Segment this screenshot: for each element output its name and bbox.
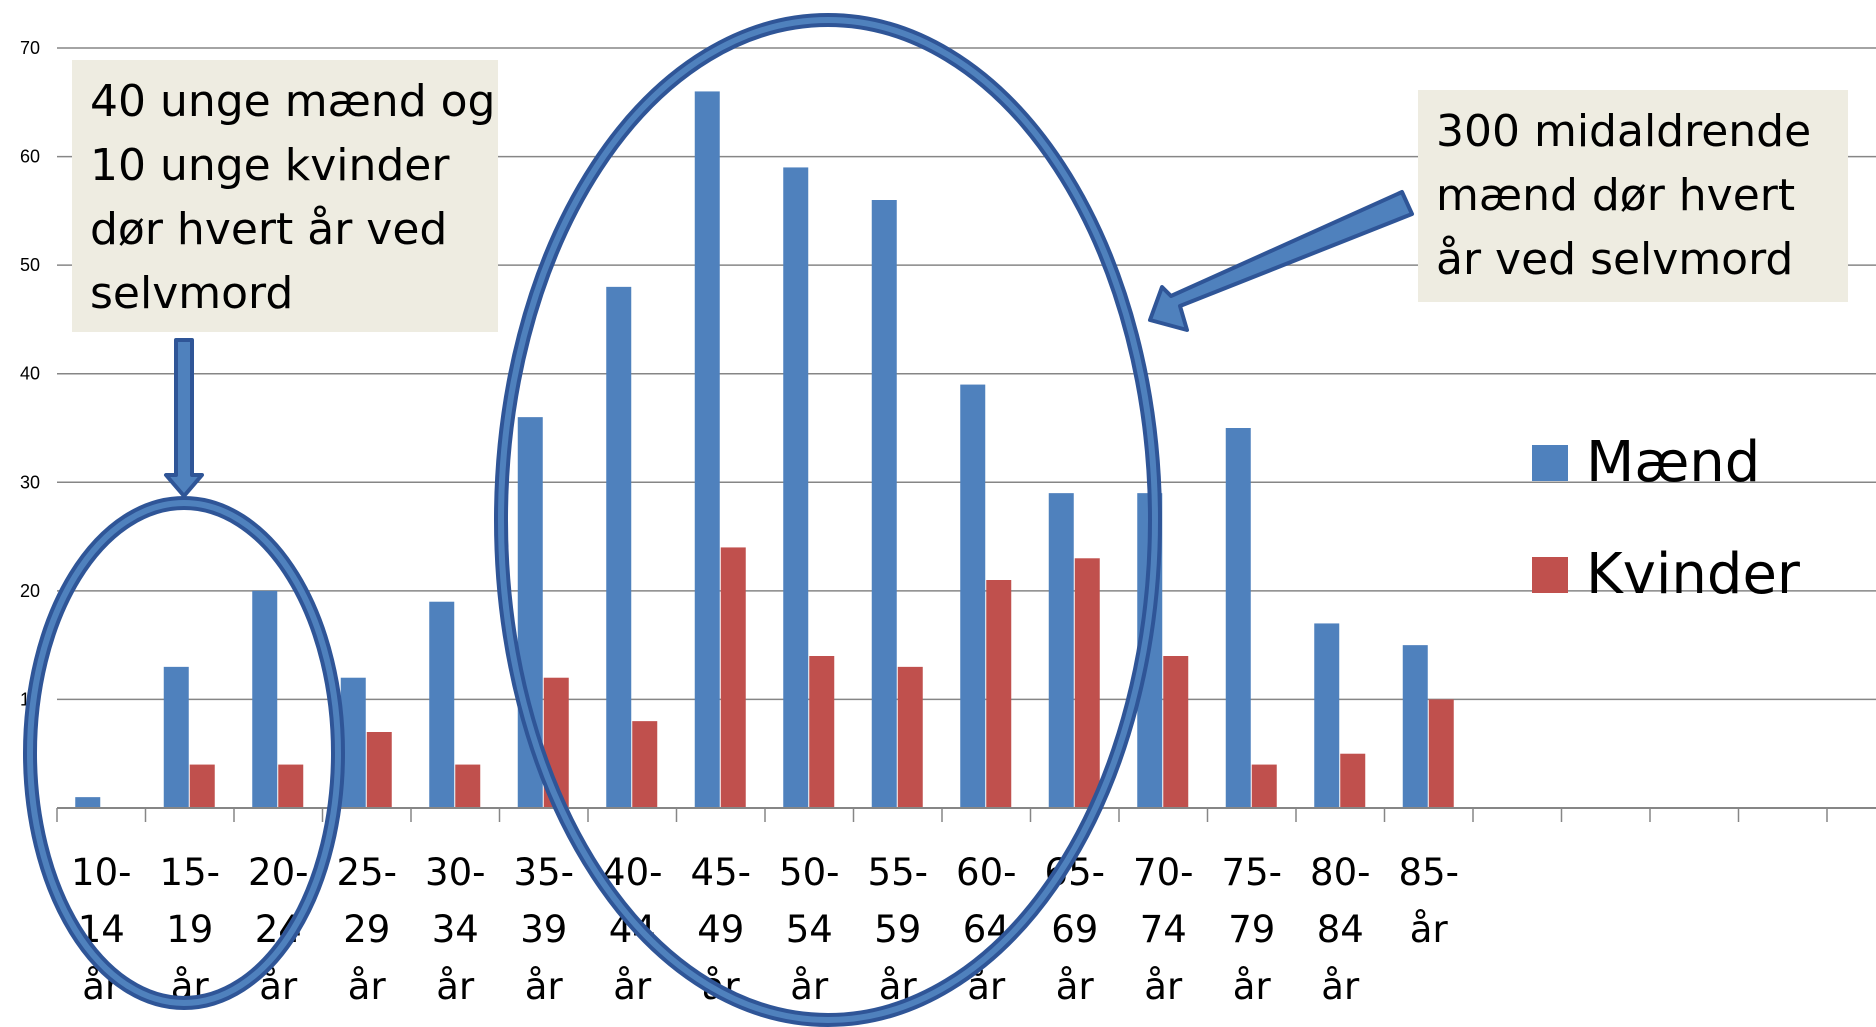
y-tick-label: 20 <box>20 581 40 601</box>
x-category-label: 25-29 år <box>337 851 397 1008</box>
bar-maend <box>1402 645 1428 808</box>
bar-kvinder <box>1251 764 1277 808</box>
bar-maend <box>163 666 189 808</box>
bar-maend <box>694 91 720 808</box>
callout-middle-aged-suicides: 300 midaldrende mænd dør hvert år ved se… <box>1418 90 1848 302</box>
bar-kvinder <box>632 721 658 808</box>
x-category-label: 35-39 år <box>514 851 574 1008</box>
bar-kvinder <box>455 764 481 808</box>
bar-kvinder <box>1163 656 1189 808</box>
bar-maend <box>340 677 366 808</box>
bar-maend <box>871 200 897 808</box>
bars <box>75 91 1454 808</box>
bar-maend <box>1048 493 1074 808</box>
bar-maend <box>1314 623 1340 808</box>
y-tick-label: 70 <box>20 38 40 58</box>
bar-kvinder <box>809 656 835 808</box>
x-category-label: 30-34 år <box>425 851 485 1008</box>
bar-kvinder <box>1074 558 1100 808</box>
bar-maend <box>960 384 986 808</box>
legend-swatch <box>1532 445 1568 481</box>
bar-maend <box>1225 428 1251 808</box>
legend-label: Kvinder <box>1586 542 1801 607</box>
bar-maend <box>429 601 455 808</box>
bar-maend <box>75 797 101 808</box>
bar-kvinder <box>1340 753 1366 808</box>
arrow-down-icon <box>164 338 204 498</box>
callout-young-suicides: 40 unge mænd og 10 unge kvinder dør hver… <box>72 60 498 332</box>
y-tick-label: 60 <box>20 147 40 167</box>
legend-label: Mænd <box>1586 430 1760 495</box>
arrow-left-icon <box>1148 190 1414 332</box>
x-category-label: 70-74 år <box>1133 851 1193 1008</box>
y-tick-label: 40 <box>20 364 40 384</box>
legend: Mænd Kvinder <box>1532 430 1801 607</box>
bar-kvinder <box>986 580 1012 808</box>
bar-maend <box>606 286 632 808</box>
x-category-label: 85-år <box>1399 851 1459 951</box>
y-tick-label: 50 <box>20 255 40 275</box>
y-tick-label: 30 <box>20 472 40 492</box>
x-category-label: 15-19 år <box>160 851 220 1008</box>
x-category-label: 50-54 år <box>779 851 839 1008</box>
x-category-label: 75-79 år <box>1222 851 1282 1008</box>
bar-kvinder <box>1428 699 1454 808</box>
legend-swatch <box>1532 557 1568 593</box>
highlight-overlays <box>23 13 1414 1027</box>
bar-kvinder <box>189 764 215 808</box>
x-category-label: 45-49 år <box>691 851 751 1008</box>
bar-kvinder <box>366 732 392 808</box>
bar-maend <box>252 590 278 808</box>
bar-kvinder <box>278 764 304 808</box>
bar-kvinder <box>897 666 923 808</box>
bar-kvinder <box>720 547 746 808</box>
bar-maend <box>783 167 809 808</box>
highlight-ellipse-young-inner <box>27 500 341 1006</box>
highlight-ellipse-middle-aged-inner <box>498 17 1158 1023</box>
x-axis <box>56 807 1876 822</box>
x-category-label: 80-84 år <box>1310 851 1370 1008</box>
x-category-label: 55-59 år <box>868 851 928 1008</box>
